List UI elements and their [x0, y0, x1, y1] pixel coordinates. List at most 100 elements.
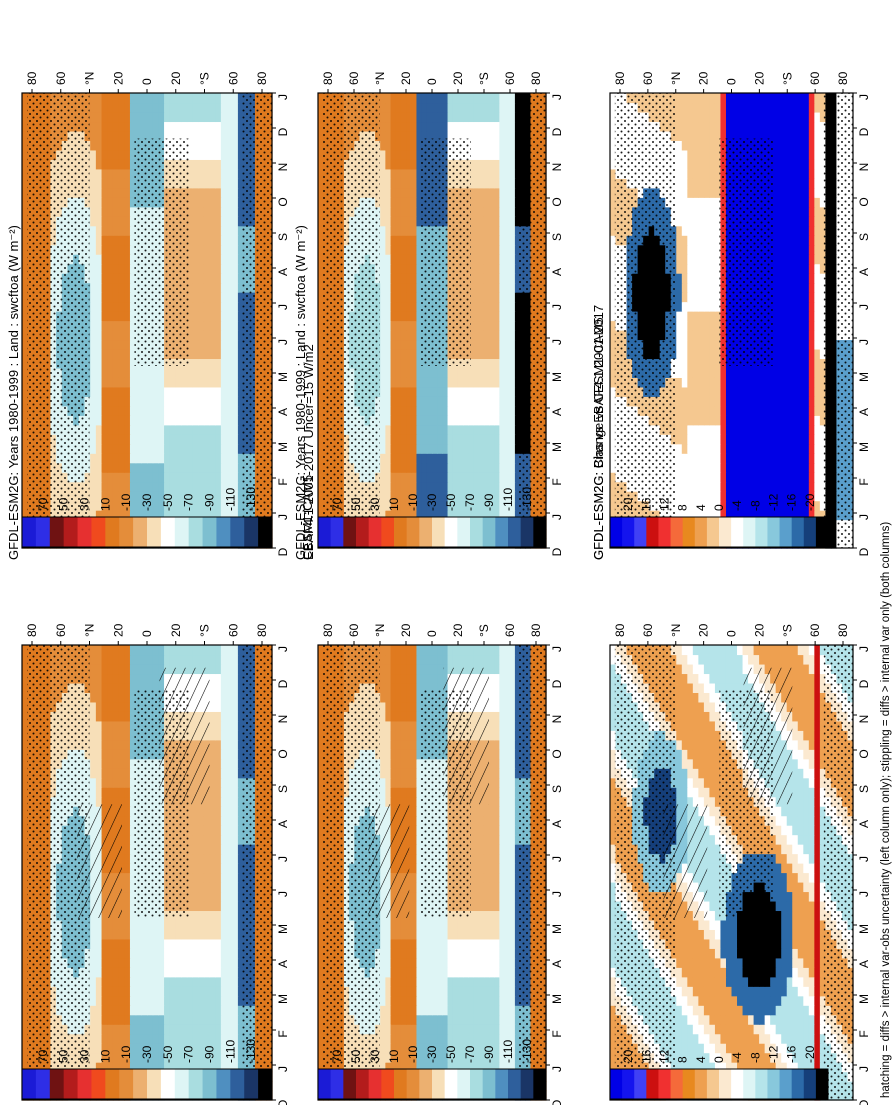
heatmap-cell [130, 93, 136, 103]
heatmap-cell [204, 150, 210, 160]
heatmap-cell [215, 768, 221, 778]
heatmap-cell [192, 854, 198, 864]
heatmap-cell [221, 778, 227, 788]
heatmap-cell [380, 1005, 386, 1015]
heatmap-cell [181, 434, 187, 444]
heatmap-cell [113, 730, 119, 740]
heatmap-cell [153, 1024, 159, 1034]
heatmap-cell [232, 816, 238, 826]
heatmap-cell [187, 948, 193, 958]
heatmap-cell [113, 434, 119, 444]
heatmap-cell [107, 434, 113, 444]
heatmap-cell [442, 967, 448, 977]
heatmap-cell [102, 1034, 108, 1044]
heatmap-cell [210, 169, 216, 179]
heatmap-cell [210, 178, 216, 188]
heatmap-cell [124, 292, 130, 302]
heatmap-cell [210, 711, 216, 721]
heatmap-cell [107, 207, 113, 217]
heatmap-cell [153, 93, 159, 103]
heatmap-cell [484, 996, 490, 1006]
heatmap-cell [198, 339, 204, 349]
heatmap-cell [147, 939, 153, 949]
heatmap-cell [107, 245, 113, 255]
heatmap-cell [147, 444, 153, 454]
heatmap-cell [192, 216, 198, 226]
heatmap-cell [136, 415, 142, 425]
colorbar-tick: -50 [161, 1045, 175, 1063]
heatmap-cell [181, 1024, 187, 1034]
heatmap-cell [119, 159, 125, 169]
heatmap-cell [215, 453, 221, 463]
heatmap-cell [215, 730, 221, 740]
heatmap-cell [175, 396, 181, 406]
heatmap-cell [153, 958, 159, 968]
heatmap-cell [448, 1034, 454, 1044]
heatmap-cell [204, 453, 210, 463]
heatmap-cell [124, 749, 130, 759]
month-label: O [276, 197, 290, 206]
heatmap-cell [102, 463, 108, 473]
month-label: M [276, 442, 290, 452]
heatmap-cell [453, 977, 459, 987]
colorbar-tick: 50 [57, 497, 71, 511]
heatmap-cell [416, 1005, 422, 1015]
heatmap-cell [175, 102, 181, 112]
heatmap-cell [107, 321, 113, 331]
heatmap-cell [90, 948, 96, 958]
heatmap-cell [158, 948, 164, 958]
heatmap-cell [102, 453, 108, 463]
heatmap-cell [130, 929, 136, 939]
heatmap-cell [130, 396, 136, 406]
heatmap-cell [164, 368, 170, 378]
heatmap-cell [124, 787, 130, 797]
heatmap-cell [102, 396, 108, 406]
heatmap-cell [181, 444, 187, 454]
heatmap-cell [232, 178, 238, 188]
colorbar-swatch [105, 517, 119, 547]
heatmap-cell [170, 1005, 176, 1015]
heatmap-cell [198, 1015, 204, 1025]
heatmap-cell [141, 368, 147, 378]
heatmap-cell [232, 967, 238, 977]
heatmap-cell [153, 368, 159, 378]
heatmap-cell [153, 102, 159, 112]
heatmap-cell [401, 986, 407, 996]
heatmap-cell [192, 415, 198, 425]
heatmap-cell [380, 977, 386, 987]
heatmap-cell [221, 444, 227, 454]
heatmap-cell [113, 358, 119, 368]
heatmap-cell [427, 977, 433, 987]
heatmap-cell [90, 702, 96, 712]
heatmap-cell [187, 482, 193, 492]
heatmap-cell [107, 387, 113, 397]
heatmap-cell [215, 207, 221, 217]
heatmap-cell [499, 986, 505, 996]
heatmap-cell [107, 967, 113, 977]
heatmap-cell [198, 920, 204, 930]
heatmap-cell [90, 730, 96, 740]
heatmap-cell [181, 112, 187, 122]
heatmap-cell [232, 425, 238, 435]
heatmap-cell [124, 434, 130, 444]
heatmap-cell [102, 929, 108, 939]
heatmap-cell [164, 996, 170, 1006]
heatmap-cell [210, 891, 216, 901]
heatmap-cell [198, 967, 204, 977]
heatmap-cell [147, 415, 153, 425]
heatmap-cell [215, 958, 221, 968]
heatmap-cell [90, 1015, 96, 1025]
heatmap-cell [124, 311, 130, 321]
heatmap-cell [198, 169, 204, 179]
heatmap-cell [198, 121, 204, 131]
heatmap-cell [198, 453, 204, 463]
heatmap-cell [113, 321, 119, 331]
heatmap-cell [221, 197, 227, 207]
heatmap-cell [210, 387, 216, 397]
heatmap-cell [204, 645, 210, 655]
heatmap-cell [210, 264, 216, 274]
heatmap-cell [192, 891, 198, 901]
heatmap-cell [227, 102, 233, 112]
heatmap-cell [113, 1015, 119, 1025]
heatmap-cell [215, 702, 221, 712]
